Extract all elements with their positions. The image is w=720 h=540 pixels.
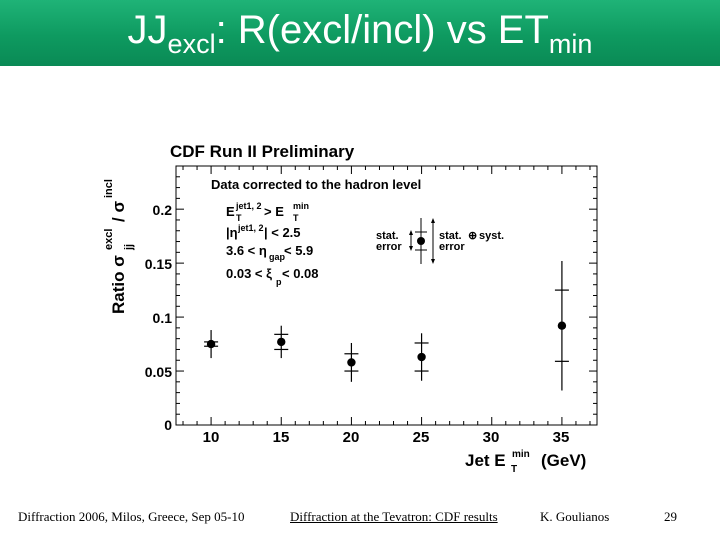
- legend-syst-1: stat.: [439, 230, 462, 242]
- svg-text:jj: jj: [123, 244, 135, 251]
- axis-ticks: [176, 165, 597, 426]
- cuts-annotation: Data corrected to the hadron level E T j…: [211, 177, 421, 287]
- data-point: [417, 352, 426, 362]
- data-point: [206, 339, 216, 349]
- y-tick-label: 0.15: [145, 256, 172, 272]
- cut-et-sub: T: [236, 213, 242, 223]
- title-main: JJ: [127, 8, 168, 52]
- data-marks: [204, 260, 569, 391]
- data-point: [347, 358, 356, 367]
- data-point: [277, 337, 286, 347]
- legend-stat-2: error: [376, 241, 402, 253]
- svg-text:Ratio σ: Ratio σ: [109, 255, 128, 314]
- y-tick-label: 0.1: [153, 310, 173, 326]
- data-point: [557, 321, 567, 330]
- svg-text:(GeV): (GeV): [541, 451, 586, 470]
- cut-eta-val: | < 2.5: [264, 225, 301, 240]
- x-tick-label: 30: [483, 429, 500, 446]
- svg-text:incl: incl: [103, 179, 115, 198]
- legend-marker: [417, 237, 425, 245]
- cut-xi-sub: p: [276, 277, 282, 287]
- cut-et-gt: > E: [264, 204, 284, 219]
- slide-title: JJexcl: R(excl/incl) vs ETmin: [0, 6, 720, 58]
- legend-syst-3: error: [439, 241, 465, 253]
- y-axis-label: Ratio σ excl jj / σ incl: [103, 179, 135, 314]
- x-tick-label: 10: [203, 429, 220, 446]
- svg-text:Jet E: Jet E: [465, 451, 506, 470]
- cut-et-sup: jet1, 2: [235, 201, 262, 211]
- svg-text:excl: excl: [103, 229, 115, 250]
- svg-text:min: min: [512, 449, 530, 460]
- x-tick-label: 25: [413, 429, 430, 446]
- svg-text:T: T: [511, 464, 517, 475]
- cut-et-sup2: min: [293, 201, 309, 211]
- page-number: 29: [664, 509, 677, 524]
- x-axis-label: Jet E T min (GeV): [465, 449, 586, 475]
- title-bar: [0, 0, 720, 66]
- legend-stat-1: stat.: [376, 230, 399, 242]
- footer-center-link[interactable]: Diffraction at the Tevatron: CDF results: [290, 509, 498, 524]
- annotation-header: Data corrected to the hadron level: [211, 177, 421, 192]
- legend-syst-arrow-head-down: [431, 259, 435, 264]
- title-sub2: min: [548, 29, 593, 59]
- cut-xi: 0.03 < ξ: [226, 266, 272, 281]
- cut-gap-sub: gap: [269, 252, 286, 262]
- x-tick-label: 35: [553, 429, 570, 446]
- cut-et-sub2: T: [293, 213, 299, 223]
- cut-gap: 3.6 < η: [226, 243, 267, 258]
- footer-author: K. Goulianos: [540, 509, 610, 524]
- title-rest: : R(excl/incl) vs ET: [215, 8, 549, 52]
- error-legend: stat. error stat. ⊕ syst. error: [376, 218, 504, 264]
- cut-eta-sup: jet1, 2: [237, 223, 264, 233]
- legend-syst-arrow-head-up: [431, 218, 435, 223]
- legend-syst-plus: ⊕: [468, 230, 477, 242]
- x-tick-label: 15: [273, 429, 290, 446]
- legend-stat-arrow-head-up: [409, 230, 413, 235]
- y-tick-label: 0.05: [145, 364, 172, 380]
- x-tick-label: 20: [343, 429, 360, 446]
- cut-xi-val: < 0.08: [282, 266, 319, 281]
- y-tick-label: 0: [164, 417, 172, 433]
- cut-et: E: [226, 204, 235, 219]
- legend-syst-2: syst.: [479, 230, 504, 242]
- svg-text:/ σ: / σ: [109, 201, 128, 222]
- title-sub: excl: [167, 29, 216, 59]
- legend-stat-arrow-head-down: [409, 246, 413, 251]
- footer-left: Diffraction 2006, Milos, Greece, Sep 05-…: [18, 509, 245, 524]
- chart-title: CDF Run II Preliminary: [170, 142, 355, 161]
- cut-eta: |η: [226, 225, 238, 240]
- y-tick-label: 0.2: [153, 202, 173, 218]
- cut-gap-val: < 5.9: [284, 243, 313, 258]
